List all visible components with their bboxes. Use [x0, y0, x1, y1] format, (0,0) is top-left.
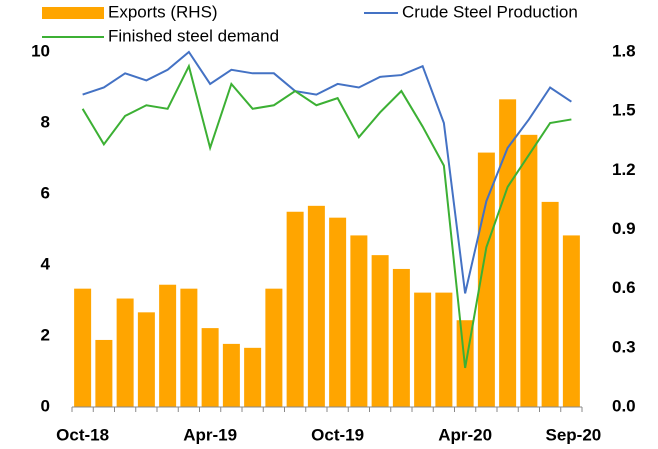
bar — [180, 288, 198, 407]
line — [81, 63, 572, 369]
bar — [74, 288, 92, 407]
bar — [435, 292, 453, 407]
bar — [562, 235, 580, 407]
y-tick-label: 0 — [41, 396, 50, 415]
y2-tick-label: 0.9 — [612, 219, 636, 238]
bar — [159, 284, 177, 407]
bar — [116, 298, 134, 407]
bar — [414, 292, 432, 407]
bar — [350, 235, 368, 407]
bar — [137, 312, 155, 407]
bar — [201, 328, 219, 407]
bar — [307, 205, 325, 407]
bar — [95, 339, 113, 407]
bar — [244, 347, 262, 407]
x-tick-label: Apr-19 — [183, 425, 237, 444]
bar — [371, 255, 389, 407]
x-tick-label: Apr-20 — [438, 425, 492, 444]
y2-tick-label: 0.3 — [612, 337, 636, 356]
y-tick-label: 6 — [41, 183, 50, 202]
line — [82, 50, 572, 294]
bar — [329, 217, 347, 407]
legend-swatch — [42, 7, 104, 19]
y-tick-label: 8 — [41, 112, 50, 131]
y2-tick-label: 0.0 — [612, 396, 636, 415]
y-tick-label: 2 — [41, 325, 50, 344]
legend-label: Crude Steel Production — [402, 2, 578, 21]
legend-label: Finished steel demand — [108, 26, 279, 45]
y2-tick-label: 1.8 — [612, 41, 636, 60]
y-tick-label: 10 — [31, 41, 50, 60]
bar — [499, 99, 517, 407]
bar — [392, 268, 410, 407]
x-tick-label: Sep-20 — [546, 425, 602, 444]
bar — [286, 211, 304, 407]
bar — [541, 201, 559, 407]
bar — [222, 343, 240, 407]
x-tick-label: Oct-18 — [56, 425, 109, 444]
legend-label: Exports (RHS) — [108, 2, 218, 21]
y2-tick-label: 1.5 — [612, 101, 636, 120]
bar — [265, 288, 283, 407]
y2-tick-label: 1.2 — [612, 160, 636, 179]
y2-tick-label: 0.6 — [612, 278, 636, 297]
y-tick-label: 4 — [41, 254, 51, 273]
bar — [520, 134, 538, 408]
x-tick-label: Oct-19 — [311, 425, 364, 444]
